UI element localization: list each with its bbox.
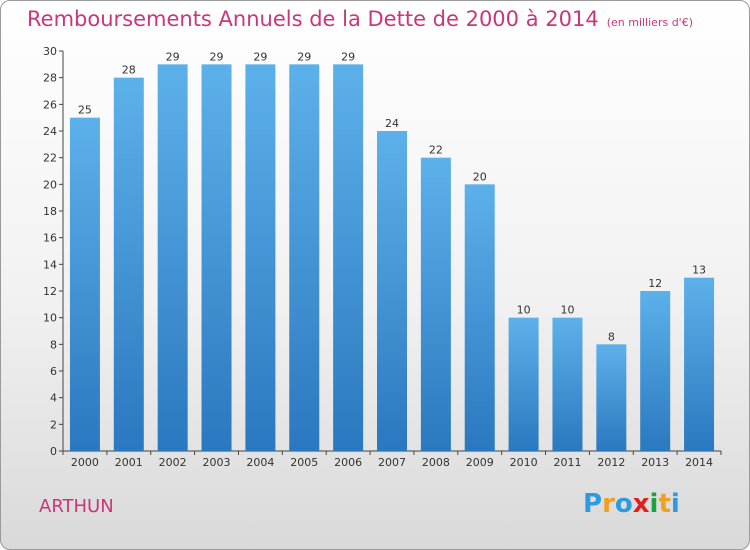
logo-letter: i [649, 489, 659, 519]
logo-letter: i [670, 489, 680, 519]
bar-2000 [69, 117, 100, 452]
x-tick-label: 2001 [115, 456, 143, 469]
x-tick-label: 2013 [641, 456, 669, 469]
y-tick-label: 24 [43, 125, 57, 138]
y-tick-label: 14 [43, 258, 57, 271]
y-tick-label: 6 [50, 365, 57, 378]
y-tick-label: 22 [43, 152, 57, 165]
x-tick-label: 2006 [334, 456, 362, 469]
data-label-2007: 24 [385, 117, 399, 130]
chart-title: Remboursements Annuels de la Dette de 20… [27, 7, 693, 31]
data-label-2013: 12 [648, 277, 662, 290]
x-tick-label: 2009 [466, 456, 494, 469]
bar-2011 [552, 317, 583, 451]
data-label-2011: 10 [560, 304, 574, 317]
data-label-2001: 28 [122, 64, 136, 77]
y-tick-label: 10 [43, 312, 57, 325]
bar-2004 [245, 64, 276, 452]
data-label-2002: 29 [166, 50, 180, 63]
data-label-2005: 29 [297, 50, 311, 63]
bar-2002 [157, 64, 188, 452]
proxiti-logo: Proxiti [583, 489, 680, 519]
y-tick-label: 20 [43, 178, 57, 191]
y-tick-label: 28 [43, 72, 57, 85]
bar-2012 [596, 344, 627, 451]
x-tick-label: 2014 [685, 456, 713, 469]
y-tick-label: 16 [43, 232, 57, 245]
bar-2005 [289, 64, 320, 452]
x-tick-label: 2010 [510, 456, 538, 469]
bar-2010 [508, 317, 539, 451]
logo-letter: r [602, 489, 615, 519]
y-tick-label: 0 [50, 445, 57, 458]
x-tick-label: 2004 [246, 456, 274, 469]
data-label-2000: 25 [78, 104, 92, 117]
unit-note: (en milliers d'€) [606, 16, 693, 29]
bar-2014 [684, 277, 715, 451]
data-label-2010: 10 [517, 304, 531, 317]
y-tick-label: 18 [43, 205, 57, 218]
y-tick-label: 2 [50, 418, 57, 431]
data-label-2003: 29 [210, 50, 224, 63]
commune-name: ARTHUN [39, 496, 114, 517]
data-label-2012: 8 [608, 330, 615, 343]
logo-letter: P [583, 489, 603, 519]
data-label-2009: 20 [473, 170, 487, 183]
x-tick-label: 2000 [71, 456, 99, 469]
y-tick-label: 8 [50, 338, 57, 351]
x-tick-label: 2007 [378, 456, 406, 469]
y-tick-label: 4 [50, 392, 57, 405]
data-label-2006: 29 [341, 50, 355, 63]
data-label-2004: 29 [253, 50, 267, 63]
bar-2013 [640, 291, 671, 451]
x-tick-label: 2012 [597, 456, 625, 469]
data-label-2014: 13 [692, 264, 706, 277]
bar-2006 [333, 64, 364, 452]
x-tick-label: 2003 [203, 456, 231, 469]
logo-letter: t [658, 489, 671, 519]
bar-2008 [420, 157, 451, 451]
bar-2003 [201, 64, 232, 452]
x-tick-label: 2008 [422, 456, 450, 469]
y-tick-label: 30 [43, 45, 57, 58]
y-tick-label: 12 [43, 285, 57, 298]
x-tick-label: 2005 [290, 456, 318, 469]
y-tick-label: 26 [43, 98, 57, 111]
bar-2009 [464, 184, 495, 452]
bar-2007 [377, 131, 407, 451]
bar-2001 [113, 77, 144, 452]
logo-letter: x [632, 489, 650, 519]
x-tick-label: 2011 [553, 456, 581, 469]
logo-letter: o [614, 489, 633, 519]
x-tick-label: 2002 [159, 456, 187, 469]
data-label-2008: 22 [429, 144, 443, 157]
